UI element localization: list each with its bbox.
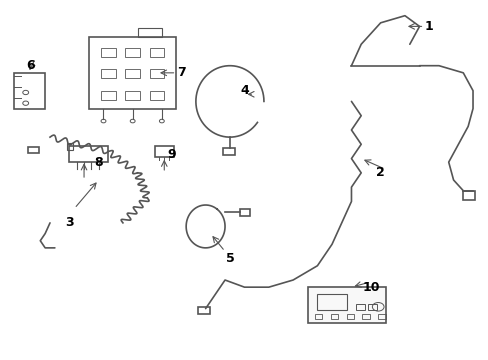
Bar bbox=[239, 209, 250, 216]
Bar bbox=[368, 304, 376, 310]
Bar bbox=[14, 73, 45, 109]
Text: 3: 3 bbox=[65, 216, 74, 229]
Text: 7: 7 bbox=[177, 66, 185, 79]
Bar bbox=[149, 48, 164, 57]
Bar bbox=[149, 91, 164, 100]
Text: 9: 9 bbox=[167, 148, 176, 162]
Bar bbox=[69, 146, 108, 162]
Bar bbox=[125, 69, 140, 78]
Bar bbox=[125, 91, 140, 100]
Text: 4: 4 bbox=[240, 84, 248, 97]
Bar bbox=[137, 28, 162, 37]
Bar bbox=[346, 314, 353, 319]
Text: 1: 1 bbox=[424, 20, 433, 33]
Bar bbox=[154, 146, 174, 157]
Text: 2: 2 bbox=[375, 166, 384, 179]
Bar bbox=[356, 304, 365, 310]
Bar bbox=[101, 91, 116, 100]
Bar bbox=[330, 314, 337, 319]
Bar bbox=[307, 287, 385, 323]
Bar bbox=[377, 314, 385, 319]
Text: 6: 6 bbox=[26, 59, 35, 72]
Bar bbox=[101, 69, 116, 78]
Bar bbox=[362, 314, 369, 319]
Bar bbox=[67, 143, 73, 150]
Text: 10: 10 bbox=[362, 281, 379, 294]
Bar bbox=[198, 307, 210, 314]
Text: 5: 5 bbox=[225, 252, 234, 265]
Bar bbox=[222, 148, 234, 155]
Bar bbox=[125, 48, 140, 57]
Bar bbox=[462, 191, 474, 200]
Bar bbox=[28, 148, 39, 153]
Bar bbox=[314, 314, 322, 319]
Text: 8: 8 bbox=[94, 156, 103, 168]
Bar bbox=[317, 294, 346, 310]
Bar bbox=[101, 48, 116, 57]
Bar bbox=[149, 69, 164, 78]
Bar bbox=[89, 37, 176, 109]
